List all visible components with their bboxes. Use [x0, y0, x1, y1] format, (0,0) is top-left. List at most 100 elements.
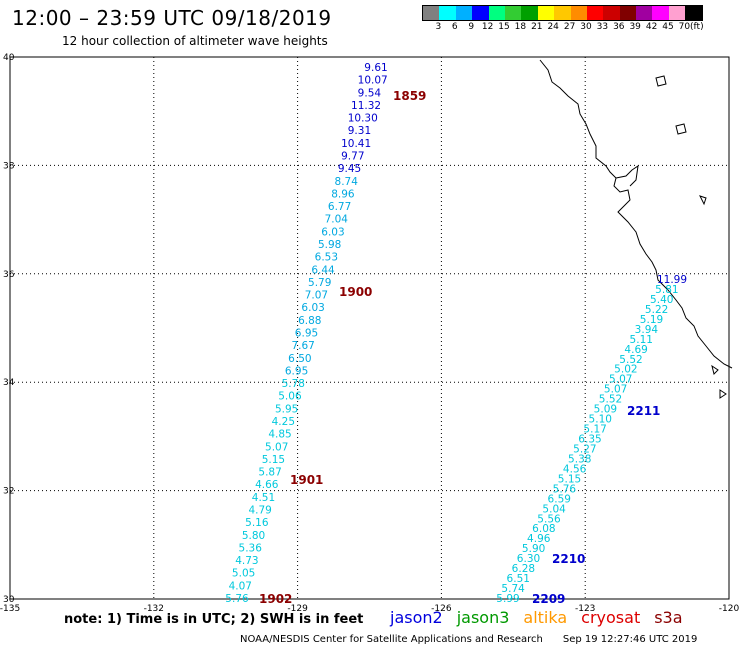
wave-height-label: 4.79 — [248, 505, 271, 517]
legend-label: 12 — [481, 22, 494, 32]
satellite-jason2: jason2 — [390, 608, 443, 627]
wave-height-label: 5.17 — [583, 424, 606, 436]
satellite-legend: jason2 jason3 altika cryosat s3a — [390, 608, 697, 627]
pass-time-label: 2211 — [627, 404, 660, 418]
wave-height-label: 6.88 — [298, 315, 321, 327]
pass-time-label: 2209 — [532, 592, 565, 606]
satellite-cryosat: cryosat — [581, 608, 641, 627]
legend-swatch — [455, 6, 473, 20]
wave-height-label: 5.11 — [630, 334, 653, 346]
lat-tick-label: 34 — [3, 378, 15, 388]
wave-height-label: 11.99 — [657, 274, 687, 286]
california-coast — [539, 59, 733, 369]
bay-inlet — [615, 164, 639, 187]
legend-labels: 3 6 9 12 15 18 21 24 27 30 33 36 39 42 45 70 (ft) — [422, 21, 704, 33]
wave-height-label: 6.95 — [295, 328, 318, 340]
legend-label: 33 — [596, 22, 609, 32]
satellite-altika: altika — [523, 608, 568, 627]
legend-swatch — [636, 6, 653, 20]
wave-height-label: 5.15 — [262, 454, 285, 466]
legend-color-bar — [422, 5, 703, 21]
legend-swatch — [537, 6, 555, 20]
wave-height-label: 5.05 — [232, 568, 255, 580]
wave-height-label: 5.87 — [258, 467, 281, 479]
lat-tick-label: 38 — [3, 161, 15, 171]
wave-height-label: 5.07 — [604, 384, 627, 396]
wave-height-label: 6.44 — [311, 264, 335, 276]
wave-height-label: 11.32 — [351, 100, 381, 112]
legend-label: 24 — [547, 22, 559, 32]
wave-height-label: 5.52 — [619, 354, 642, 366]
wave-height-label: 10.07 — [358, 75, 388, 87]
wave-height-label: 10.41 — [341, 138, 371, 150]
wave-height-label: 5.15 — [558, 473, 581, 485]
lon-tick-label: -135 — [0, 604, 20, 614]
wave-height-label: 6.03 — [301, 302, 324, 314]
lat-tick-label: 40 — [3, 53, 15, 63]
wave-height-label: 6.77 — [328, 201, 351, 213]
legend-label: 30 — [580, 22, 592, 32]
legend-label: 45 — [662, 22, 674, 32]
legend-swatch — [570, 6, 587, 20]
legend-swatch — [652, 6, 669, 20]
wave-height-label: 5.98 — [318, 239, 341, 251]
wave-height-label: 5.81 — [655, 284, 678, 296]
wave-height-label: 5.95 — [275, 403, 298, 415]
map-frame — [9, 56, 730, 600]
wave-height-label: 6.28 — [512, 563, 535, 575]
page-title: 12:00 – 23:59 UTC 09/18/2019 — [12, 6, 332, 30]
wave-height-label: 4.69 — [624, 344, 647, 356]
wave-height-label: 6.50 — [288, 353, 311, 365]
legend-swatch — [685, 6, 702, 20]
legend-label: 9 — [468, 22, 475, 32]
page-subtitle: 12 hour collection of altimeter wave hei… — [62, 34, 328, 48]
wave-height-label: 5.79 — [308, 277, 331, 289]
grid-lines: -135 -132 -129 -126 -123 -120 40 38 36 34 32 30 — [0, 53, 739, 614]
wave-height-label: 5.07 — [609, 374, 632, 386]
wave-height-label: 5.19 — [640, 314, 663, 326]
altimeter-tracks: 9.6110.079.5411.3210.309.3110.419.779.45… — [225, 62, 687, 605]
satellite-s3a: s3a — [654, 608, 683, 627]
wave-height-label: 6.59 — [548, 493, 571, 505]
wave-height-label: 5.90 — [522, 543, 545, 555]
credit-line: NOAA/NESDIS Center for Satellite Applica… — [240, 634, 697, 645]
legend-label: 36 — [613, 22, 625, 32]
island-outline — [711, 364, 727, 399]
wave-height-label: 6.08 — [532, 523, 555, 535]
wave-height-label: 5.76 — [225, 593, 249, 605]
wave-height-label: 5.56 — [537, 513, 561, 525]
lake-outline-2 — [675, 123, 687, 135]
wave-height-label: 5.76 — [553, 483, 577, 495]
legend-swatch — [439, 6, 456, 20]
legend-label: 70 — [678, 22, 691, 32]
credit-text: NOAA/NESDIS Center for Satellite Applica… — [240, 634, 543, 645]
wave-height-label: 5.07 — [265, 441, 288, 453]
legend-label: 3 — [435, 22, 442, 32]
pass-time-label: 2210 — [552, 552, 585, 566]
wave-height-label: 4.96 — [527, 533, 551, 545]
wave-height-label: 8.96 — [331, 188, 355, 200]
wave-height-label: 9.61 — [364, 62, 387, 74]
wave-height-label: 9.77 — [341, 151, 364, 163]
wave-height-label: 6.95 — [285, 365, 308, 377]
legend-swatch — [423, 6, 440, 20]
wave-height-label: 6.51 — [507, 573, 530, 585]
legend-label: 27 — [563, 22, 576, 32]
wave-height-label: 5.74 — [501, 583, 525, 595]
legend-label: 42 — [645, 22, 658, 32]
legend-swatch — [554, 6, 571, 20]
footnote: note: 1) Time is in UTC; 2) SWH is in fe… — [64, 612, 364, 627]
lon-tick-label: -132 — [144, 604, 164, 614]
wave-height-label: 4.25 — [272, 416, 295, 428]
wave-height-label: 7.07 — [305, 290, 328, 302]
wave-height-label: 9.31 — [348, 125, 371, 137]
wave-height-label: 5.78 — [282, 378, 305, 390]
legend-label: (ft) — [690, 22, 704, 32]
lon-tick-label: -123 — [575, 604, 595, 614]
legend-swatch — [488, 6, 505, 20]
legend-label: 18 — [514, 22, 527, 32]
wave-height-label: 4.51 — [252, 492, 275, 504]
pass-time-label: 1901 — [290, 473, 323, 487]
legend-swatch — [619, 6, 637, 20]
legend-label: 6 — [451, 22, 458, 32]
